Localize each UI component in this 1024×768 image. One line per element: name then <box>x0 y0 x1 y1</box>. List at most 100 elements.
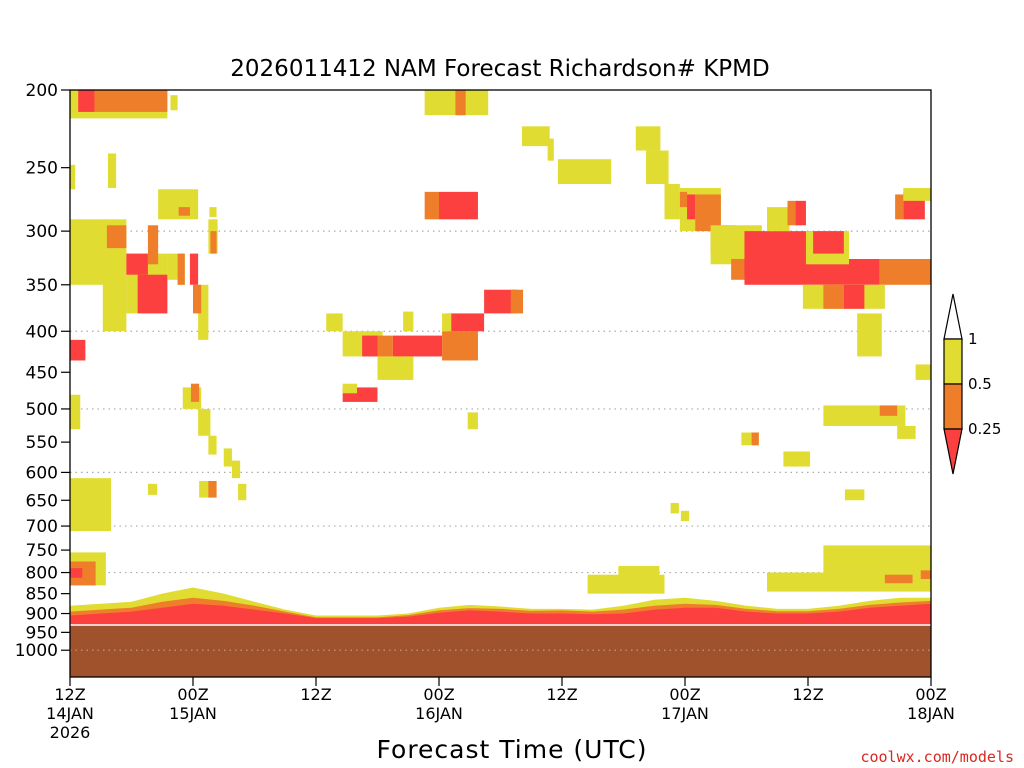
ri-cell-39 <box>70 561 96 586</box>
legend-swatch-0.25-0.5 <box>943 383 963 430</box>
ri-cell-61 <box>547 138 554 161</box>
low-level-band-red_top <box>70 603 931 625</box>
ri-cell-32 <box>223 448 232 467</box>
legend-swatch-above-1 <box>943 293 963 340</box>
x-tick-date-0: 14JAN <box>46 704 94 723</box>
ri-cell-45 <box>392 335 443 357</box>
ri-cell-52 <box>342 383 357 394</box>
y-axis: 200 250 300 350 400 450 500 550 600 650 700 750 8008… <box>15 81 70 661</box>
ri-cell-15 <box>147 225 159 265</box>
ri-cell-91 <box>915 364 931 380</box>
y-tick-label-950: 950 <box>26 623 58 643</box>
ri-cell-78 <box>795 200 806 226</box>
x-tick-label-6: 12Z <box>792 685 823 704</box>
ri-cell-64 <box>646 150 669 184</box>
ri-cell-24 <box>70 339 86 361</box>
y-tick-label-250: 250 <box>26 159 58 179</box>
y-tick-label-1000: 1000 <box>15 641 58 661</box>
x-tick-date-7: 18JAN <box>907 704 955 723</box>
ri-cell-11 <box>106 225 127 249</box>
ri-cell-47 <box>447 313 485 332</box>
ri-cell-90 <box>897 425 916 439</box>
legend-swatch-0.5-1 <box>943 338 963 385</box>
ri-cell-36 <box>238 483 247 501</box>
ri-cell-3 <box>170 95 178 111</box>
x-tick-date-5: 17JAN <box>661 704 709 723</box>
ri-cell-13 <box>126 253 148 275</box>
ri-cell-40 <box>70 568 83 578</box>
ri-cell-57 <box>455 90 466 116</box>
plot-frame <box>69 89 932 678</box>
ri-cell-55 <box>467 412 478 430</box>
data-regions <box>70 90 931 625</box>
ri-cell-65 <box>664 183 680 220</box>
y-tick-label-550: 550 <box>26 433 58 453</box>
ri-cell-59 <box>439 191 478 220</box>
ri-cell-19 <box>189 253 199 285</box>
y-tick-label-650: 650 <box>26 491 58 511</box>
ri-cell-86 <box>903 187 931 201</box>
ri-cell-82 <box>823 284 844 309</box>
ri-cell-5 <box>107 153 117 188</box>
y-tick-label-700: 700 <box>26 517 58 537</box>
ri-cell-37 <box>147 483 158 495</box>
legend-label-0: 1 <box>968 330 978 348</box>
y-tick-label-400: 400 <box>26 322 58 342</box>
ri-cell-94 <box>783 451 811 467</box>
ri-cell-48 <box>484 289 517 314</box>
ri-cell-87 <box>857 313 882 357</box>
ri-cell-18 <box>177 253 185 285</box>
x-tick-label-4: 12Z <box>546 685 577 704</box>
x-tick-label-3: 00Z <box>423 685 454 704</box>
ri-cell-75 <box>879 258 931 285</box>
y-tick-label-900: 900 <box>26 605 58 625</box>
chart-title: 2026011412 NAM Forecast Richardson# KPMD <box>230 56 769 82</box>
y-tick-label-800: 800 <box>26 564 58 584</box>
ri-cell-20 <box>198 284 209 340</box>
x-tick-label-5: 00Z <box>669 685 700 704</box>
y-tick-label-350: 350 <box>26 276 58 296</box>
ri-cell-50 <box>377 356 414 380</box>
ri-cell-80 <box>813 231 844 254</box>
ri-cell-68 <box>687 194 696 220</box>
x-tick-label-2: 12Z <box>300 685 331 704</box>
x-tick-year-0: 2026 <box>50 723 91 742</box>
ri-cell-69 <box>695 194 721 232</box>
ri-cell-2 <box>94 90 168 112</box>
ri-cell-35 <box>208 480 217 498</box>
ri-cell-84 <box>895 194 904 220</box>
ri-cell-62 <box>557 159 612 184</box>
ri-cell-7 <box>178 207 190 216</box>
ri-cell-60 <box>522 126 550 147</box>
y-tick-label-850: 850 <box>26 585 58 605</box>
ri-cell-9 <box>70 219 106 285</box>
ri-cell-41 <box>326 313 343 332</box>
y-tick-label-200: 200 <box>26 81 58 101</box>
y-tick-label-450: 450 <box>26 363 58 383</box>
ri-cell-21 <box>193 284 202 314</box>
ri-cell-46 <box>442 331 478 361</box>
ri-cell-29 <box>190 383 200 402</box>
ri-cell-4 <box>70 164 76 190</box>
credit-link[interactable]: coolwx.com/models <box>860 748 1014 766</box>
ri-cell-30 <box>198 408 211 436</box>
ri-cell-97 <box>680 510 690 522</box>
y-tick-label-750: 750 <box>26 541 58 561</box>
ri-cell-31 <box>208 435 217 455</box>
ri-cell-8 <box>209 207 217 217</box>
ri-cell-44 <box>377 335 393 357</box>
colorbar-legend: 1 0.5 0.25 <box>943 293 1001 475</box>
ri-cell-27 <box>70 478 111 531</box>
ri-cell-95 <box>844 489 865 501</box>
legend-label-2: 0.25 <box>968 420 1001 438</box>
ri-cell-53 <box>403 311 414 332</box>
y-tick-label-300: 300 <box>26 222 58 242</box>
ri-cell-25 <box>70 394 81 430</box>
terrain-fill <box>70 624 931 677</box>
ri-cell-58 <box>424 191 439 220</box>
x-tick-date-1: 15JAN <box>169 704 217 723</box>
x-tick-label-1: 00Z <box>177 685 208 704</box>
ri-cell-67 <box>679 191 688 208</box>
ri-cell-1 <box>78 90 95 112</box>
x-tick-date-3: 16JAN <box>415 704 463 723</box>
